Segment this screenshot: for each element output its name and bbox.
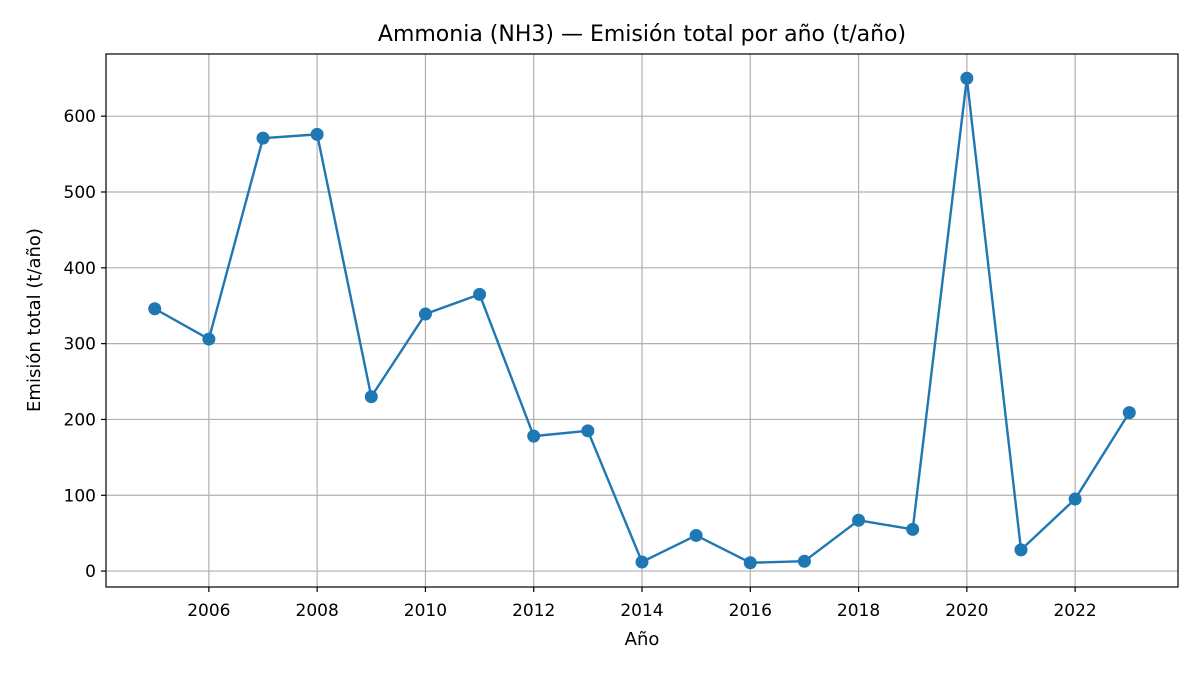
x-tick-label: 2012 <box>512 601 555 621</box>
data-point <box>1122 406 1136 420</box>
y-tick-label: 400 <box>64 259 96 279</box>
x-tick-label: 2018 <box>837 601 880 621</box>
data-point <box>906 522 920 536</box>
y-tick-label: 0 <box>85 562 96 582</box>
chart-title: Ammonia (NH3) — Emisión total por año (t… <box>378 22 906 47</box>
data-point <box>581 424 595 438</box>
data-point <box>1014 543 1028 557</box>
y-tick-label: 500 <box>64 183 96 203</box>
x-tick-label: 2014 <box>620 601 663 621</box>
data-point <box>310 127 324 141</box>
grid-lines <box>106 54 1178 587</box>
data-point <box>364 390 378 404</box>
plot-frame <box>105 53 1179 588</box>
data-point <box>202 332 216 346</box>
data-point <box>418 307 432 321</box>
data-point <box>797 554 811 568</box>
data-series <box>148 71 1136 570</box>
data-point <box>689 528 703 542</box>
x-tick-label: 2020 <box>945 601 988 621</box>
data-point <box>743 556 757 570</box>
x-tick-label: 2016 <box>729 601 772 621</box>
x-tick-label: 2022 <box>1053 601 1096 621</box>
data-point <box>1068 492 1082 506</box>
y-tick-label: 300 <box>64 335 96 355</box>
data-point <box>960 71 974 85</box>
data-point <box>256 131 270 145</box>
x-tick-label: 2006 <box>187 601 230 621</box>
y-axis-title: Emisión total (t/año) <box>24 228 45 412</box>
x-tick-label: 2008 <box>296 601 339 621</box>
data-point <box>148 302 162 316</box>
data-point <box>852 513 866 527</box>
y-tick-label: 200 <box>64 410 96 430</box>
axis-ticks: 2006 2008 2010 2012 2014 2016 2018 2020 2022 0 100… <box>64 107 1097 621</box>
data-point <box>527 429 541 443</box>
y-tick-label: 100 <box>64 486 96 506</box>
data-point <box>473 287 487 301</box>
x-axis-title: Año <box>625 629 660 650</box>
y-tick-label: 600 <box>64 107 96 127</box>
x-tick-label: 2010 <box>404 601 447 621</box>
data-point <box>635 555 649 569</box>
